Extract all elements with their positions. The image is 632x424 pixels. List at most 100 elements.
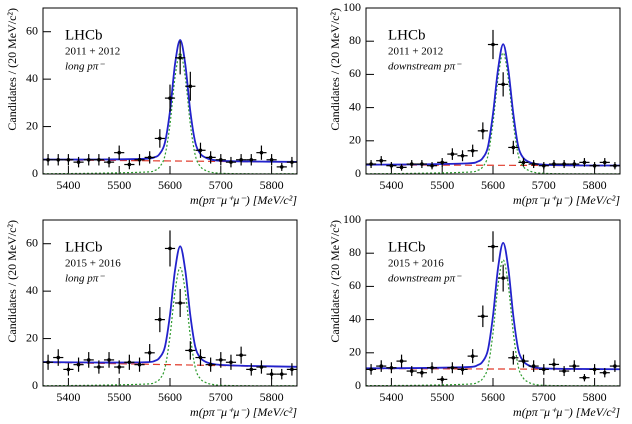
data-point <box>188 348 193 353</box>
data-point <box>470 148 475 153</box>
data-point <box>147 155 152 160</box>
data-point <box>117 365 121 369</box>
data-point <box>168 246 172 251</box>
data-point <box>481 314 485 319</box>
data-point <box>369 162 373 166</box>
data-point <box>531 364 536 368</box>
data-point <box>399 165 404 170</box>
data-point <box>501 276 505 280</box>
track-type-label: long pπ⁻ <box>65 61 105 73</box>
data-point <box>389 163 394 168</box>
y-tick-label: 60 <box>349 278 361 292</box>
data-point <box>613 163 617 168</box>
x-tick-label: 5700 <box>532 178 556 192</box>
y-axis-label: Candidates / (20 MeV/c²) <box>5 220 19 343</box>
data-point <box>481 129 485 133</box>
data-point <box>259 150 264 155</box>
data-point <box>572 364 577 368</box>
y-tick-label: 100 <box>343 0 361 14</box>
data-point <box>440 377 444 382</box>
data-point <box>450 365 455 370</box>
data-point <box>239 157 243 162</box>
x-tick-label: 5400 <box>379 390 403 404</box>
data-point <box>511 355 516 360</box>
x-tick-label: 5500 <box>107 178 131 192</box>
data-point <box>572 162 577 166</box>
data-point <box>521 359 526 363</box>
panel: 0 20 40 60 5400 5500 5600 5700 5800 LHCb 2015 + 20… <box>5 219 298 419</box>
data-point <box>198 355 203 360</box>
data-point <box>460 367 465 372</box>
x-tick-label: 5700 <box>532 390 556 404</box>
x-axis-label: m(pπ⁻μ⁺μ⁻) [MeV/c²] <box>513 193 620 207</box>
y-tick-label: 80 <box>349 245 361 259</box>
data-point <box>158 136 162 141</box>
y-axis-label: Candidates / (20 MeV/c²) <box>328 8 342 131</box>
experiment-label: LHCb <box>65 239 103 255</box>
data-point <box>470 354 475 358</box>
data-point <box>188 84 193 89</box>
data-point <box>582 375 587 380</box>
x-tick-label: 5700 <box>209 390 233 404</box>
data-point <box>279 165 284 169</box>
data-point <box>269 372 274 376</box>
x-tick-label: 5500 <box>430 178 454 192</box>
data-point <box>430 163 434 168</box>
plot-frame <box>365 219 621 387</box>
y-tick-label: 40 <box>26 283 38 297</box>
data-point <box>491 244 495 249</box>
data-point <box>127 162 132 167</box>
panel: 0 20 40 60 80 100 5400 5500 5600 5700 5800 LHCb 2011… <box>328 0 621 207</box>
x-tick-label: 5500 <box>107 390 131 404</box>
x-tick-label: 5600 <box>158 178 182 192</box>
data-point <box>219 358 223 362</box>
data-point <box>178 56 182 60</box>
dataset-label: 2015 + 2016 <box>388 258 444 270</box>
data-point <box>259 365 264 369</box>
data-point <box>56 355 61 360</box>
x-axis-label: m(pπ⁻μ⁺μ⁻) [MeV/c²] <box>190 193 297 207</box>
data-point <box>592 367 597 372</box>
data-point <box>379 364 384 368</box>
data-point <box>219 157 223 162</box>
data-point <box>86 358 91 362</box>
data-point <box>501 82 505 87</box>
y-tick-label: 20 <box>349 133 361 147</box>
data-point <box>542 163 546 168</box>
experiment-label: LHCb <box>388 27 426 43</box>
y-tick-label: 0 <box>32 378 38 392</box>
data-point <box>198 148 203 153</box>
data-point <box>602 160 607 165</box>
plot-frame <box>42 7 298 175</box>
data-point <box>137 362 142 367</box>
x-tick-label: 5800 <box>260 178 284 192</box>
y-tick-label: 100 <box>343 212 361 226</box>
data-point <box>582 160 587 165</box>
panel: 0 20 40 60 80 100 5400 5500 5600 5700 5800 LHCb 2015… <box>328 212 621 419</box>
data-point <box>239 353 243 357</box>
data-point <box>531 162 536 166</box>
track-type-label: downstream pπ⁻ <box>388 273 462 285</box>
data-point <box>86 157 91 162</box>
data-point <box>46 360 50 365</box>
data-point <box>409 369 414 373</box>
data-point <box>542 367 546 372</box>
data-point <box>249 367 254 372</box>
data-point <box>127 360 132 365</box>
data-point <box>107 358 111 362</box>
data-point <box>511 145 516 150</box>
data-point <box>389 365 394 370</box>
data-point <box>460 153 465 158</box>
x-tick-label: 5500 <box>430 390 454 404</box>
panel: 0 20 40 60 5400 5500 5600 5700 5800 LHCb 2011 + 20… <box>5 7 298 207</box>
dataset-label: 2011 + 2012 <box>388 46 443 58</box>
data-point <box>107 160 111 164</box>
y-tick-label: 0 <box>355 378 361 392</box>
y-tick-label: 60 <box>26 235 38 249</box>
data-point <box>562 162 566 166</box>
y-tick-label: 80 <box>349 33 361 47</box>
data-point <box>562 369 566 373</box>
data-point <box>229 160 233 164</box>
plot-frame <box>42 219 298 387</box>
